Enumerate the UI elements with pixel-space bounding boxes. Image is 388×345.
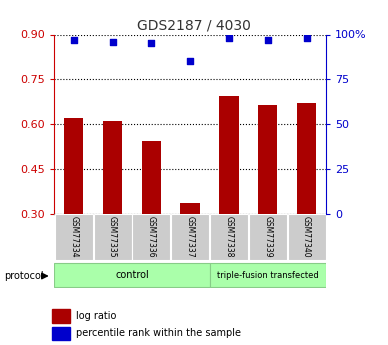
Text: protocol: protocol [4,271,43,281]
Bar [64,118,83,304]
Bar [171,214,209,260]
Point [148,41,154,46]
Point [265,37,271,43]
Bar [219,96,239,304]
Bar [249,214,287,260]
Point [303,35,310,41]
Text: log ratio: log ratio [76,311,117,321]
Bar [132,214,170,260]
Bar [94,214,132,260]
Text: triple-fusion transfected: triple-fusion transfected [217,270,319,280]
Bar [142,141,161,304]
Text: GSM77340: GSM77340 [302,216,311,258]
Bar [54,264,210,287]
Bar [103,121,122,304]
Bar [52,327,69,340]
Bar [52,309,69,323]
Bar [297,103,316,304]
Point [71,37,77,43]
Bar [180,204,200,304]
Text: GSM77335: GSM77335 [108,216,117,258]
Bar [210,264,326,287]
Text: GSM77334: GSM77334 [69,216,78,258]
Text: GDS2187 / 4030: GDS2187 / 4030 [137,19,251,33]
Bar [288,214,326,260]
Text: GSM77337: GSM77337 [185,216,195,258]
Text: control: control [115,270,149,280]
Text: GSM77336: GSM77336 [147,216,156,258]
Text: GSM77338: GSM77338 [224,216,234,258]
Point [226,35,232,41]
Text: GSM77339: GSM77339 [263,216,272,258]
Point [187,59,193,64]
Bar [210,214,248,260]
Bar [258,105,277,304]
Point [109,39,116,45]
Bar [55,214,93,260]
Text: percentile rank within the sample: percentile rank within the sample [76,328,241,338]
